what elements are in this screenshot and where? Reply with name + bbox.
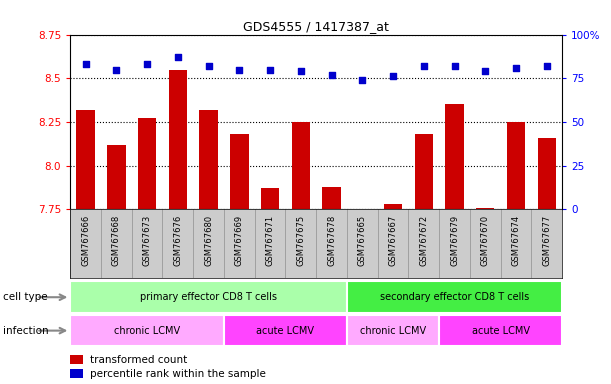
Bar xyxy=(70,355,83,364)
Text: primary effector CD8 T cells: primary effector CD8 T cells xyxy=(140,292,277,302)
Point xyxy=(542,63,552,69)
Bar xyxy=(107,145,126,209)
Bar xyxy=(384,204,402,209)
Text: transformed count: transformed count xyxy=(90,355,188,365)
Bar xyxy=(138,118,156,209)
Text: GSM767666: GSM767666 xyxy=(81,215,90,266)
Title: GDS4555 / 1417387_at: GDS4555 / 1417387_at xyxy=(243,20,389,33)
Text: GSM767673: GSM767673 xyxy=(142,215,152,266)
Bar xyxy=(507,122,525,209)
Bar xyxy=(439,315,562,346)
Point xyxy=(142,61,152,67)
Point xyxy=(511,65,521,71)
Text: chronic LCMV: chronic LCMV xyxy=(360,326,426,336)
Bar xyxy=(476,207,494,209)
Point xyxy=(419,63,429,69)
Bar xyxy=(538,137,556,209)
Text: percentile rank within the sample: percentile rank within the sample xyxy=(90,369,266,379)
Text: chronic LCMV: chronic LCMV xyxy=(114,326,180,336)
Bar xyxy=(445,104,464,209)
Bar xyxy=(70,281,347,313)
Text: GSM767671: GSM767671 xyxy=(266,215,274,266)
Point xyxy=(203,63,213,69)
Text: cell type: cell type xyxy=(3,292,48,302)
Point xyxy=(327,72,337,78)
Point xyxy=(111,66,121,73)
Bar xyxy=(169,70,187,209)
Text: GSM767669: GSM767669 xyxy=(235,215,244,266)
Bar xyxy=(224,315,347,346)
Text: infection: infection xyxy=(3,326,49,336)
Point xyxy=(296,68,306,74)
Text: GSM767679: GSM767679 xyxy=(450,215,459,266)
Text: acute LCMV: acute LCMV xyxy=(472,326,530,336)
Text: GSM767667: GSM767667 xyxy=(389,215,398,266)
Text: GSM767665: GSM767665 xyxy=(358,215,367,266)
Bar xyxy=(347,315,439,346)
Text: GSM767672: GSM767672 xyxy=(419,215,428,266)
Text: GSM767675: GSM767675 xyxy=(296,215,306,266)
Bar xyxy=(70,315,224,346)
Point xyxy=(81,61,90,67)
Text: GSM767668: GSM767668 xyxy=(112,215,121,266)
Point xyxy=(480,68,490,74)
Bar xyxy=(230,134,249,209)
Bar xyxy=(414,134,433,209)
Bar xyxy=(70,369,83,378)
Bar xyxy=(323,187,341,209)
Text: GSM767680: GSM767680 xyxy=(204,215,213,266)
Text: GSM767678: GSM767678 xyxy=(327,215,336,266)
Point xyxy=(173,54,183,60)
Point xyxy=(388,73,398,79)
Point xyxy=(235,66,244,73)
Bar xyxy=(76,110,95,209)
Text: GSM767676: GSM767676 xyxy=(174,215,182,266)
Text: GSM767674: GSM767674 xyxy=(511,215,521,266)
Bar xyxy=(261,188,279,209)
Bar xyxy=(347,281,562,313)
Point xyxy=(357,77,367,83)
Text: acute LCMV: acute LCMV xyxy=(257,326,315,336)
Text: GSM767670: GSM767670 xyxy=(481,215,490,266)
Point xyxy=(450,63,459,69)
Bar xyxy=(291,122,310,209)
Point xyxy=(265,66,275,73)
Text: secondary effector CD8 T cells: secondary effector CD8 T cells xyxy=(380,292,529,302)
Bar xyxy=(199,110,218,209)
Text: GSM767677: GSM767677 xyxy=(542,215,551,266)
